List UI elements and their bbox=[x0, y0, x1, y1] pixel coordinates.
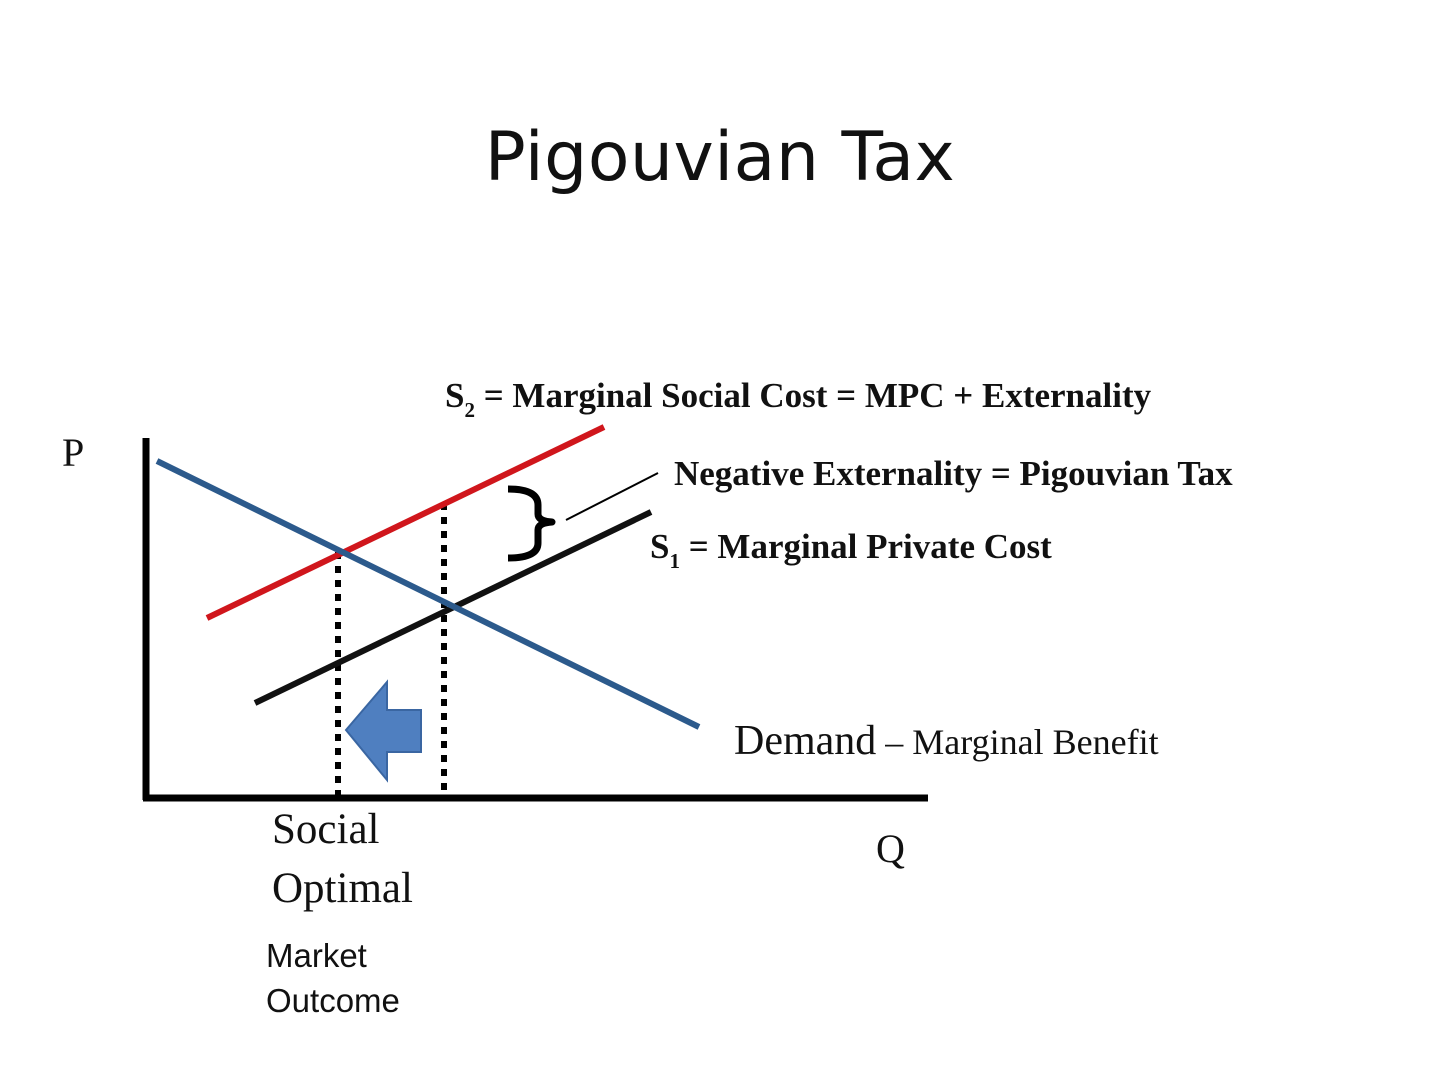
demand-curve bbox=[155, 458, 701, 730]
p-axis-label: P bbox=[62, 430, 84, 475]
brace-leader-line bbox=[565, 472, 659, 521]
s1-description: = Marginal Private Cost bbox=[680, 527, 1052, 566]
demand-label: Demand – Marginal Benefit bbox=[734, 718, 1159, 764]
negative-externality-label: Negative Externality = Pigouvian Tax bbox=[674, 454, 1233, 493]
q-axis-label: Q bbox=[876, 826, 905, 871]
demand-description: – Marginal Benefit bbox=[876, 722, 1158, 762]
left-arrow-icon bbox=[344, 679, 422, 783]
s1-label: S1 = Marginal Private Cost bbox=[650, 527, 1052, 573]
demand-word: Demand bbox=[734, 718, 876, 764]
market-outcome-label-line1: Market bbox=[266, 937, 367, 974]
right-brace-icon bbox=[507, 485, 556, 562]
s2-symbol: S bbox=[445, 376, 464, 415]
s2-label: S2 = Marginal Social Cost = MPC + Extern… bbox=[445, 376, 1152, 422]
market-outcome-label-line2: Outcome bbox=[266, 982, 400, 1019]
social-optimal-label-line1: Social bbox=[272, 806, 380, 853]
social-optimal-label-line2: Optimal bbox=[272, 865, 413, 912]
msc-supply-curve bbox=[205, 424, 606, 621]
slide-title: Pigouvian Tax bbox=[484, 118, 956, 197]
s1-symbol: S bbox=[650, 527, 669, 566]
s1-subscript: 1 bbox=[669, 549, 680, 573]
s2-description: = Marginal Social Cost = MPC + Externali… bbox=[475, 376, 1152, 415]
s2-subscript: 2 bbox=[464, 398, 475, 422]
